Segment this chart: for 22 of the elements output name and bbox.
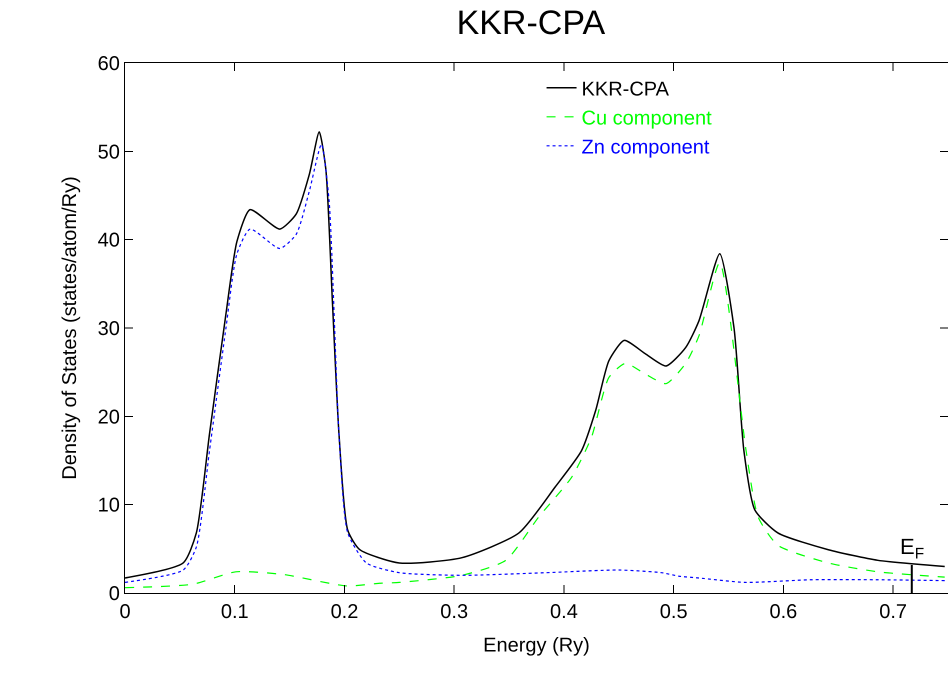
legend-label: Zn component xyxy=(582,136,710,159)
y-tick-label: 0 xyxy=(108,583,120,605)
x-tick-label: 0.6 xyxy=(769,601,798,624)
y-tick-label: 20 xyxy=(98,406,120,428)
x-tick-label: 0.3 xyxy=(440,601,468,624)
y-tick-label: 60 xyxy=(98,53,120,75)
x-tick-label: 0.7 xyxy=(879,601,908,624)
line-series xyxy=(125,262,946,588)
y-tick-label: 30 xyxy=(98,318,120,340)
y-axis-title: Density of States (states/atom/Ry) xyxy=(59,176,82,480)
ref-line-label: E$_{F}$ xyxy=(900,534,924,563)
x-tick-label: 0.1 xyxy=(220,601,249,624)
y-tick-label: 40 xyxy=(98,230,120,252)
x-tick-label: 0.2 xyxy=(330,601,358,624)
y-tick-label: 10 xyxy=(98,494,120,517)
x-tick-label: 0.5 xyxy=(660,601,688,624)
legend-label: Cu component xyxy=(582,108,712,130)
legend-label: KKR-CPA xyxy=(582,78,670,101)
chart-title: KKR-CPA xyxy=(456,4,606,42)
y-tick-label: 50 xyxy=(98,141,120,164)
x-axis-title: Energy (Ry) xyxy=(483,634,590,657)
x-tick-label: 0.4 xyxy=(550,601,578,624)
